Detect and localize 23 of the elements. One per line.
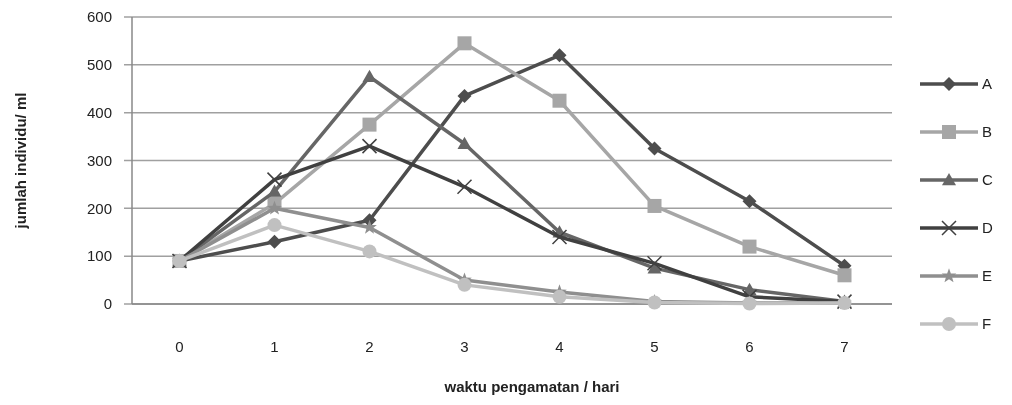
- y-tick-label: 200: [86, 199, 112, 217]
- x-tick-label: 5: [650, 338, 659, 355]
- x-tick-label: 1: [270, 338, 279, 355]
- x-tick-label: 0: [175, 338, 184, 355]
- legend-label: C: [982, 171, 993, 189]
- legend-label: B: [982, 123, 993, 141]
- y-tick-label: 0: [103, 295, 112, 313]
- y-tick-label: 400: [86, 103, 112, 121]
- y-tick-label: 100: [86, 247, 112, 265]
- y-tick-label: 300: [86, 151, 112, 169]
- x-tick-label: 7: [840, 338, 849, 355]
- legend-label: A: [982, 75, 993, 93]
- x-tick-label: 6: [745, 338, 754, 355]
- x-tick-label: 4: [555, 338, 564, 355]
- legend-label: F: [982, 315, 992, 333]
- x-axis-title: waktu pengamatan / hari: [443, 378, 620, 395]
- legend-label: E: [982, 267, 993, 285]
- x-tick-label: 2: [365, 338, 374, 355]
- y-tick-label: 600: [86, 8, 112, 26]
- y-tick-label: 500: [86, 56, 112, 74]
- x-tick-label: 3: [460, 338, 469, 355]
- y-axis-title: jumlah individu/ ml: [12, 92, 29, 230]
- legend-label: D: [982, 219, 993, 237]
